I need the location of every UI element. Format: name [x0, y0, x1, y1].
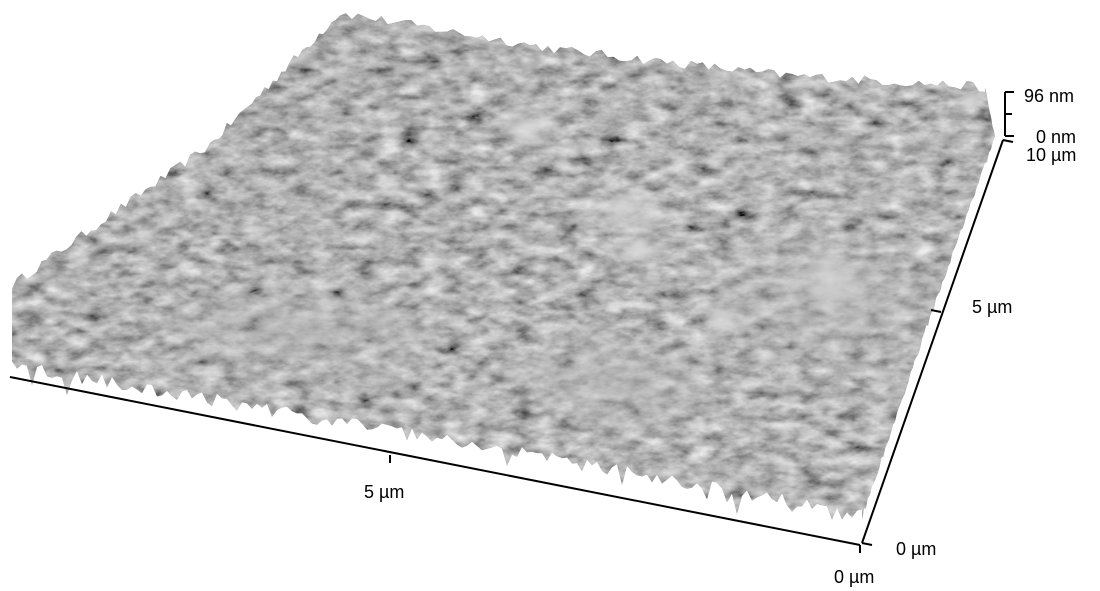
light-region [480, 320, 760, 440]
z-axis-bottom-label: 0 nm [1036, 127, 1077, 147]
axes-lines [9, 91, 1014, 553]
grain-highlight [610, 230, 670, 270]
front-axis-end-label: 0 µm [834, 567, 875, 587]
right-axis-mid-label: 5 µm [972, 297, 1013, 317]
grain-highlight [952, 88, 988, 112]
right-axis-tick-end [1002, 139, 1014, 143]
grain-highlight [494, 106, 566, 150]
grain-highlight [586, 182, 674, 238]
right-axis-end-label: 10 µm [1026, 145, 1077, 165]
right-axis-start-label: 0 µm [896, 539, 937, 559]
right-axis-tick-mid [930, 309, 942, 313]
grain-highlight [694, 302, 746, 338]
front-axis-mid-label: 5 µm [364, 482, 405, 502]
light-region [120, 270, 480, 390]
z-axis-top-label: 96 nm [1024, 86, 1075, 106]
right-axis-line [861, 139, 1004, 544]
right-axis-tick-start [861, 542, 873, 546]
front-axis-line [9, 376, 861, 546]
grain-highlight [790, 252, 870, 308]
